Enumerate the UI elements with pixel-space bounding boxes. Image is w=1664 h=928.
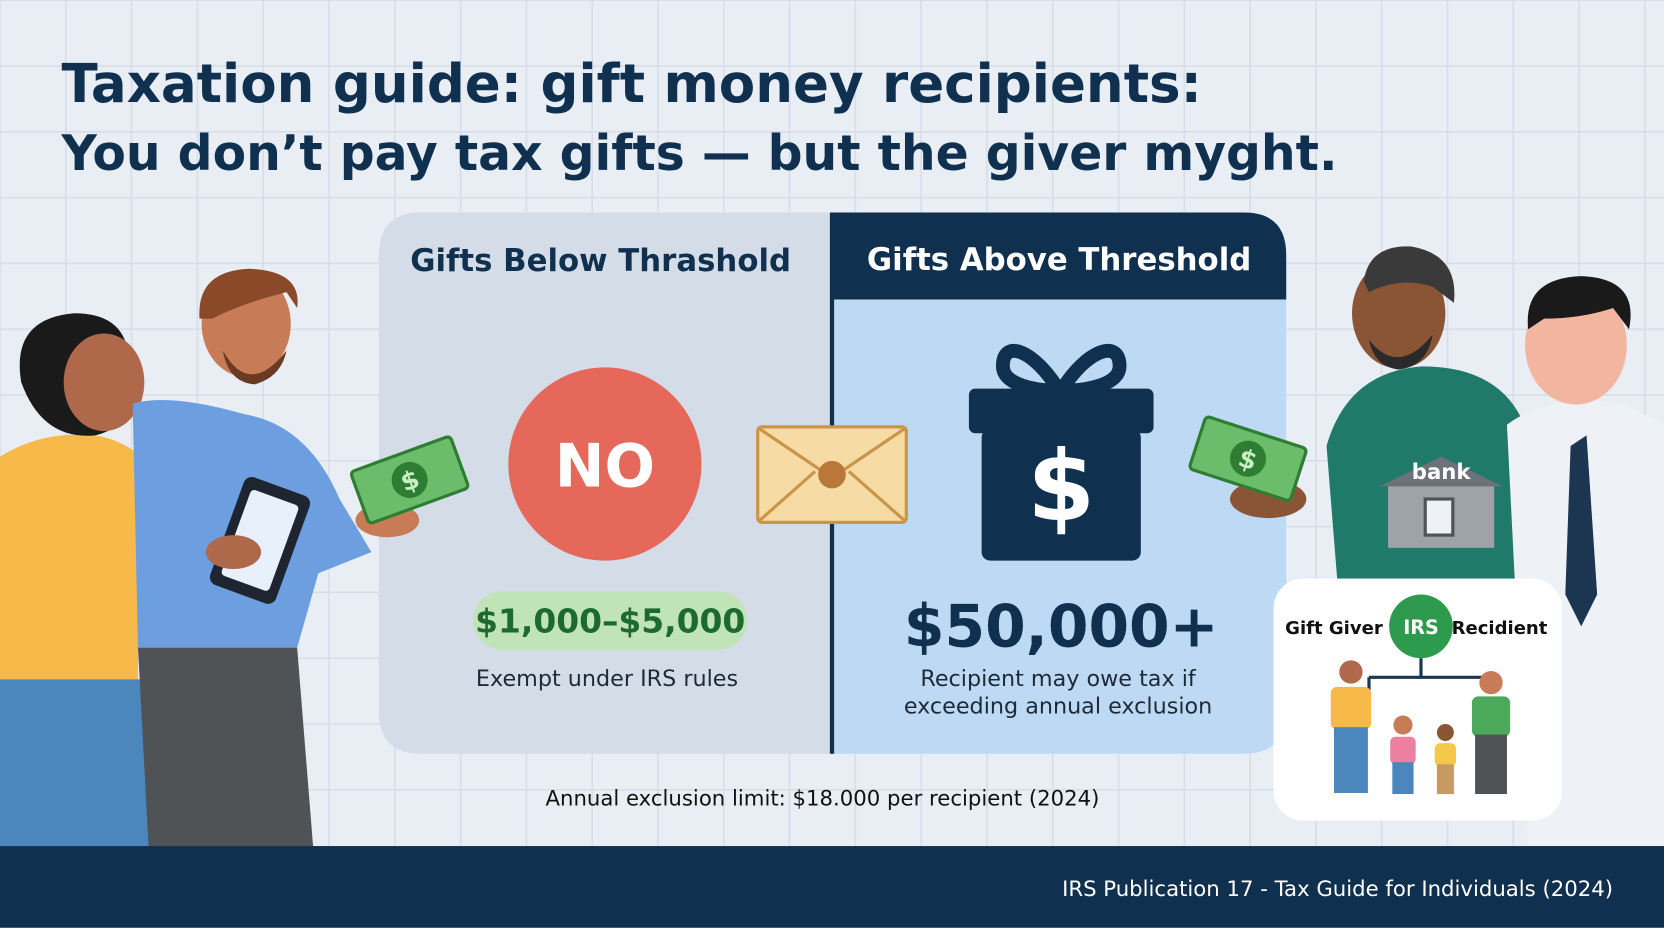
badge: NO: [555, 432, 655, 501]
left-people-illustration-shape: [205, 535, 262, 570]
right-people-illustration-shape: [1527, 276, 1631, 330]
right-panel-shape: [995, 344, 1127, 398]
diagram-center: IRS: [1403, 616, 1439, 639]
right-people-illustration-shape: [1363, 246, 1455, 303]
right-panel: Gifts Above Threshold $ $50,000+ Recipie…: [867, 242, 1251, 720]
family-diagram-card-shape: [1389, 594, 1453, 659]
right-people-illustration: $ bank: [1188, 246, 1664, 847]
amount: $1,000–$5,000: [475, 602, 745, 641]
right-people-illustration-shape: $: [1188, 415, 1308, 502]
family-diagram-card-shape: [1367, 658, 1488, 691]
left-people-illustration-shape: [137, 647, 314, 847]
left-people-illustration-shape: [199, 268, 298, 319]
panel-heading: Gifts Below Thrashold: [410, 243, 791, 279]
footer: IRS Publication 17 - Tax Guide for Indiv…: [0, 846, 1664, 928]
family-diagram-card-shape: [1471, 696, 1511, 737]
envelope-icon-shape: [818, 460, 846, 489]
panel-heading: Gifts Above Threshold: [867, 242, 1251, 278]
gift-icon-symbol: $: [1027, 430, 1095, 544]
diagram-label: Gift Giver: [1285, 618, 1383, 639]
amount: $50,000+: [904, 593, 1219, 661]
footer-source: IRS Publication 17 - Tax Guide for Indiv…: [1062, 877, 1613, 902]
header: Taxation guide: gift money recipients: Y…: [61, 53, 1338, 182]
left-panel-shape: [508, 367, 702, 561]
right-panel-shape: [968, 388, 1154, 434]
panel-note: Recipient may owe tax if: [920, 666, 1197, 692]
family-diagram-card-shape: [1475, 734, 1507, 795]
right-people-illustration-shape-shape: [1229, 440, 1267, 477]
left-people-illustration-shape-shape: [391, 461, 428, 498]
family-diagram-card-shape: [1436, 764, 1454, 795]
bank-label: bank: [1412, 460, 1472, 485]
left-people-illustration-shape: [222, 350, 287, 385]
footer-shape: [0, 846, 1664, 928]
left-people-illustration-shape: $: [349, 435, 470, 525]
comparison-panels-shape: [830, 212, 1287, 300]
diagram-label: Recidient: [1452, 618, 1548, 639]
family-diagram-card-shape: [1390, 736, 1416, 765]
right-panel-shape: [981, 428, 1141, 561]
left-people-illustration: $: [0, 268, 470, 847]
envelope-icon-shape: [758, 470, 906, 522]
annual-note: Annual exclusion limit: $18.000 per reci…: [545, 787, 1099, 812]
family-diagram-card-shape: [1393, 715, 1413, 735]
family-diagram-card-shape: [1330, 686, 1372, 730]
panel-note: exceeding annual exclusion: [904, 693, 1212, 719]
right-people-illustration-shape: [1379, 456, 1503, 487]
title: Taxation guide: gift money recipients:: [62, 53, 1202, 115]
right-people-illustration-shape: [1565, 435, 1598, 627]
left-people-illustration-shape: [0, 679, 160, 847]
envelope-icon: [756, 425, 908, 524]
right-people-illustration-shape: [1368, 334, 1433, 370]
family-diagram-card-shape: [1333, 727, 1368, 793]
left-people-illustration-shape: [63, 333, 145, 432]
subtitle: You don’t pay tax gifts — but the giver …: [61, 125, 1338, 182]
family-diagram-card: Gift Giver IRS Recidient: [1273, 578, 1563, 821]
family-diagram-card-shape: [1392, 762, 1414, 795]
family-diagram-card-shape: [1479, 670, 1503, 695]
family-diagram-card-shape: [1436, 724, 1454, 741]
family-diagram-card-shape: [1339, 660, 1363, 684]
right-people-illustration-shape: [1423, 497, 1455, 537]
panel-note: Exempt under IRS rules: [476, 666, 738, 692]
left-panel-shape: [473, 591, 748, 650]
left-panel: Gifts Below Thrashold NO $1,000–$5,000 E…: [410, 243, 791, 692]
family-diagram-card-shape: [1434, 743, 1456, 767]
